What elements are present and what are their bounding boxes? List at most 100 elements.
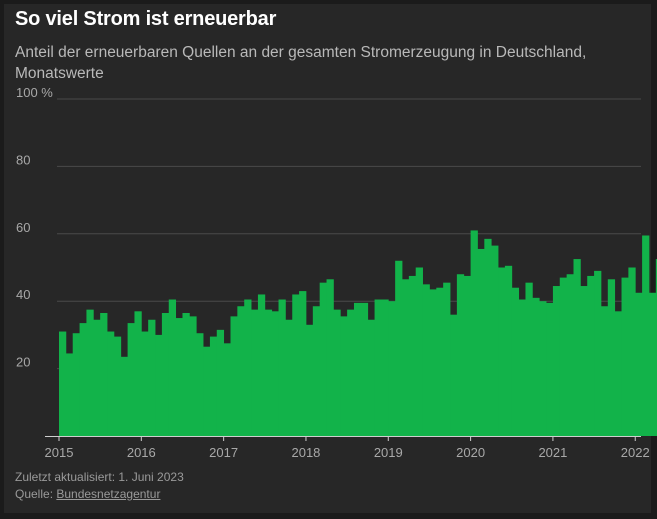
monthly-bar — [285, 319, 293, 436]
monthly-bar — [518, 299, 526, 436]
y-tick-label: 60 — [16, 220, 30, 235]
monthly-bar — [155, 334, 163, 436]
source-prefix: Quelle: — [15, 487, 57, 501]
source-link[interactable]: Bundesnetzagentur — [56, 487, 161, 501]
monthly-bar — [251, 309, 259, 437]
monthly-bar — [65, 353, 74, 436]
monthly-bar — [388, 301, 396, 436]
monthly-bar — [100, 313, 108, 436]
monthly-bar — [59, 331, 67, 436]
monthly-bar — [381, 299, 389, 436]
monthly-bar — [141, 331, 149, 436]
monthly-bar — [230, 316, 238, 436]
monthly-bar — [498, 267, 506, 436]
last-updated-note: Zuletzt aktualisiert: 1. Juni 2023 — [15, 470, 184, 484]
monthly-bar — [491, 245, 499, 436]
monthly-bar — [271, 311, 279, 436]
monthly-bar — [642, 235, 650, 436]
monthly-bar — [340, 316, 348, 436]
monthly-bar — [635, 292, 643, 436]
monthly-bar — [470, 230, 478, 436]
monthly-bar — [546, 302, 554, 436]
monthly-bar — [86, 309, 94, 437]
monthly-bar — [566, 274, 574, 436]
x-tick-label: 2021 — [538, 445, 567, 460]
monthly-bar — [648, 292, 657, 436]
monthly-bar — [189, 316, 197, 436]
chart-subtitle: Anteil der erneuerbaren Quellen an der g… — [15, 44, 587, 82]
monthly-bar — [374, 299, 382, 436]
monthly-bar — [594, 270, 602, 436]
monthly-bar — [600, 306, 609, 436]
monthly-bar — [415, 267, 423, 436]
monthly-bar — [292, 294, 300, 436]
monthly-bar — [223, 343, 231, 436]
x-tick-label: 2022 — [621, 445, 650, 460]
monthly-bar — [443, 282, 451, 436]
x-tick-label: 2020 — [456, 445, 485, 460]
monthly-bar — [484, 238, 492, 436]
monthly-bar — [539, 301, 547, 436]
monthly-bar — [477, 248, 485, 436]
monthly-bar — [264, 309, 273, 437]
monthly-bar — [196, 333, 204, 436]
monthly-bar — [504, 265, 513, 436]
monthly-bar — [607, 279, 616, 436]
x-tick-label: 2015 — [45, 445, 74, 460]
monthly-bar — [525, 282, 533, 436]
source-note: Quelle: Bundesnetzagentur — [15, 487, 160, 501]
x-tick-label: 2019 — [374, 445, 403, 460]
monthly-bar — [587, 275, 595, 436]
monthly-bar — [360, 302, 369, 436]
monthly-bar — [299, 291, 307, 436]
monthly-bar — [333, 309, 341, 437]
x-tick-label: 2018 — [291, 445, 320, 460]
monthly-bar — [113, 336, 122, 436]
monthly-bar — [326, 279, 334, 436]
monthly-bar — [148, 319, 156, 436]
monthly-bar — [580, 286, 588, 436]
monthly-bar — [456, 274, 465, 436]
monthly-bar — [161, 313, 170, 436]
monthly-bar — [429, 289, 437, 436]
monthly-bar — [436, 287, 444, 436]
monthly-bar — [168, 299, 177, 436]
monthly-bar — [312, 306, 321, 436]
monthly-bar — [463, 275, 471, 436]
monthly-bar — [278, 299, 286, 436]
monthly-bar — [216, 329, 225, 436]
monthly-bar — [209, 336, 218, 436]
monthly-bar — [532, 297, 540, 436]
monthly-bar — [175, 318, 183, 436]
monthly-bar — [408, 275, 417, 436]
monthly-bar — [552, 286, 561, 436]
monthly-bar — [93, 319, 101, 436]
monthly-bar — [353, 302, 362, 436]
monthly-bar — [402, 279, 410, 436]
y-tick-label: 40 — [16, 287, 30, 302]
monthly-bar — [134, 311, 142, 436]
monthly-bar — [655, 259, 657, 436]
monthly-bar — [422, 284, 430, 436]
y-tick-label: 20 — [16, 355, 30, 370]
monthly-bar — [107, 331, 115, 436]
y-tick-label: 80 — [16, 152, 30, 167]
monthly-bar — [244, 299, 252, 436]
monthly-bar — [347, 309, 355, 437]
monthly-bar — [120, 356, 128, 436]
monthly-bar — [573, 259, 581, 436]
monthly-bar — [395, 260, 403, 436]
chart-title: So viel Strom ist erneuerbar — [15, 8, 277, 30]
monthly-bar — [559, 277, 568, 436]
monthly-bar — [367, 319, 375, 436]
monthly-bar — [237, 306, 245, 436]
y-tick-label: 100 % — [16, 85, 53, 100]
monthly-bar — [182, 313, 190, 436]
monthly-bar — [257, 294, 266, 436]
monthly-bar — [511, 287, 520, 436]
x-tick-label: 2017 — [209, 445, 238, 460]
monthly-bar — [305, 324, 314, 436]
x-tick-label: 2016 — [127, 445, 156, 460]
monthly-bar — [450, 314, 458, 436]
